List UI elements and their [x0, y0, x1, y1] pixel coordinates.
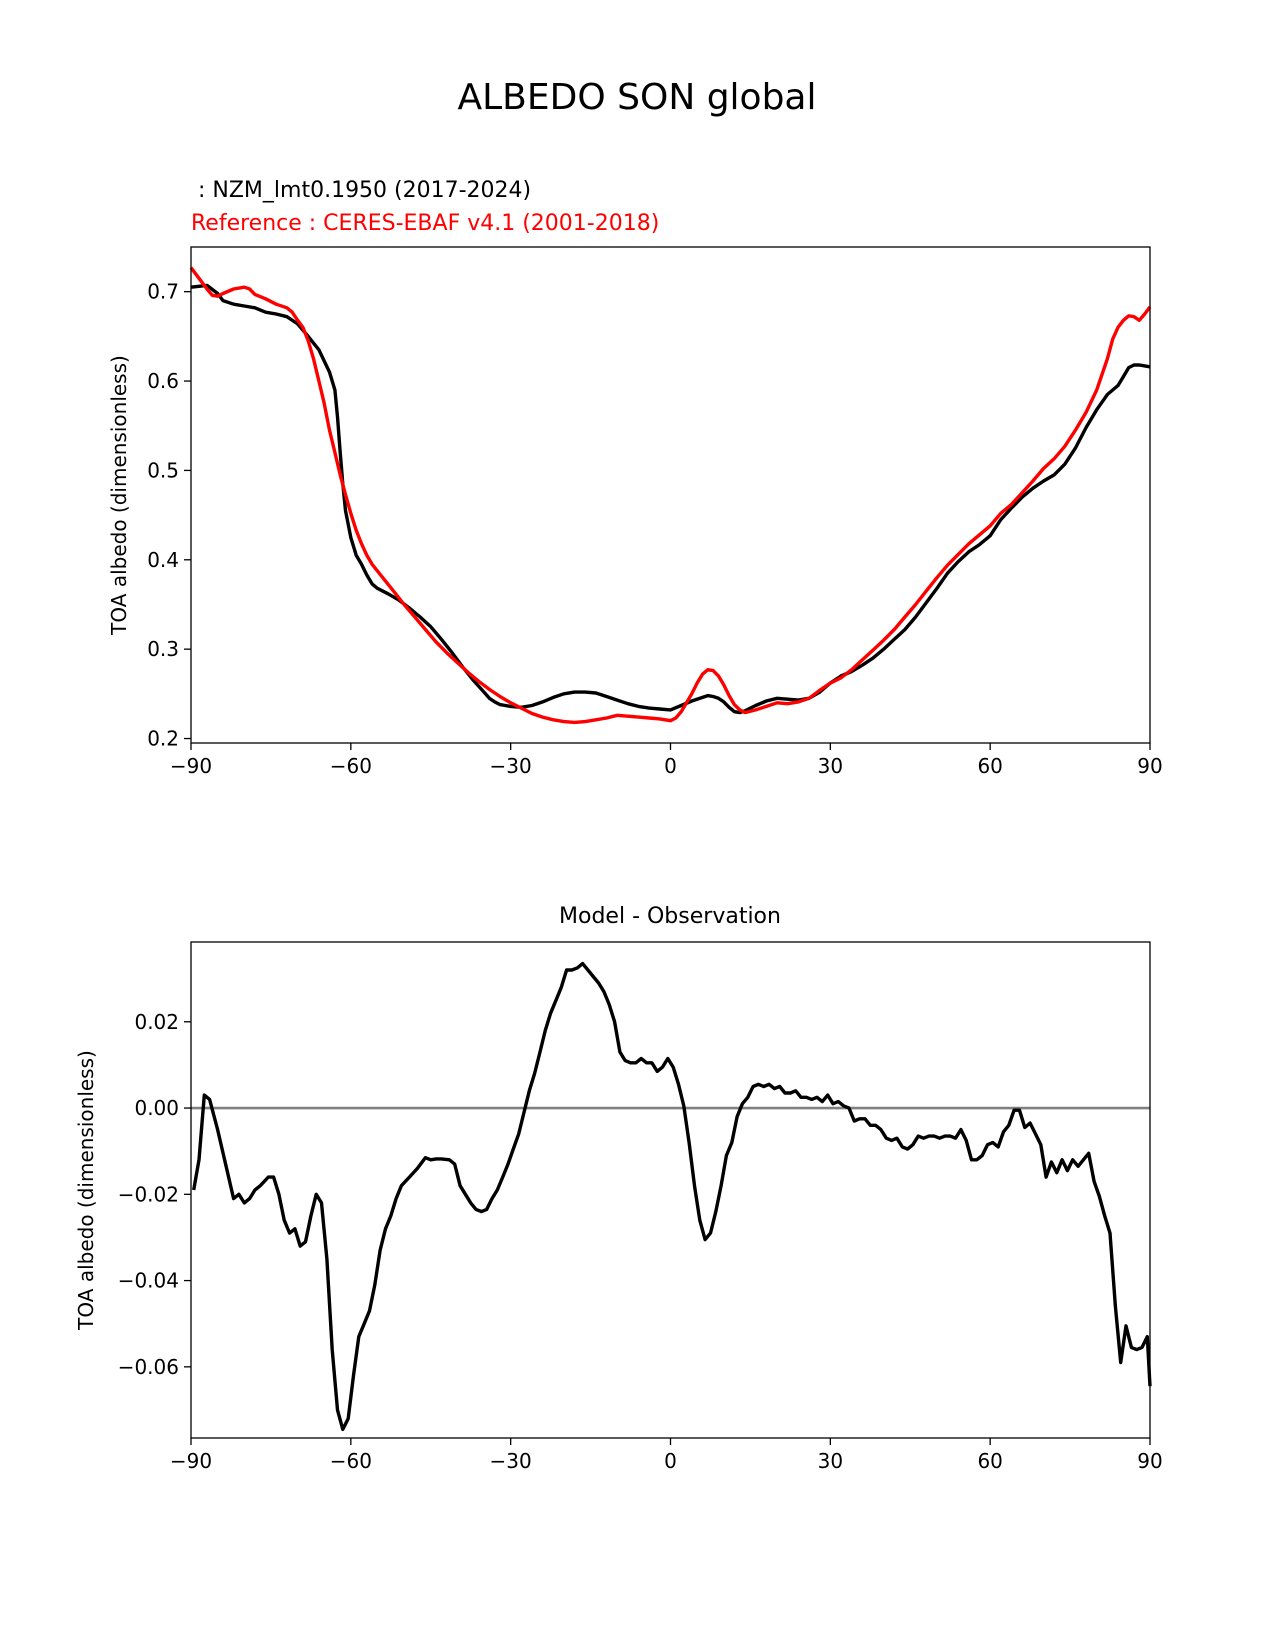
top-y-tick-label: 0.4 — [147, 548, 179, 572]
top-y-tick-label: 0.7 — [147, 280, 179, 304]
top-axes-frame — [190, 246, 1151, 744]
top-x-tick-label: −60 — [330, 754, 372, 778]
bottom-axes-frame — [190, 941, 1151, 1439]
difference-title: Model - Observation — [559, 904, 781, 929]
top-x-tick-label: −30 — [490, 754, 532, 778]
bottom-y-axis-label: TOA albedo (dimensionless) — [74, 1050, 98, 1331]
top-x-tick-label: 30 — [818, 754, 843, 778]
bottom-series-line-0 — [192, 961, 1152, 1432]
bottom-x-tick-label: 0 — [664, 1449, 677, 1473]
bottom-series — [191, 961, 1152, 1432]
top-series — [189, 266, 1152, 725]
figure-title: ALBEDO SON global — [458, 77, 817, 118]
top-x-tick-label: 90 — [1137, 754, 1162, 778]
bottom-x-tick-label: 30 — [818, 1449, 843, 1473]
top-y-tick-label: 0.3 — [147, 637, 179, 661]
bottom-axes-ticks: −90 −60 −30 0 30 60 90 −0.06 −0.04 −0.02 0.00 0.02 — [118, 1010, 1163, 1473]
top-y-axis-label: TOA albedo (dimensionless) — [107, 355, 131, 636]
reference-subtitle: Reference : CERES-EBAF v4.1 (2001-2018) — [191, 211, 659, 236]
model-subtitle: : NZM_lmt0.1950 (2017-2024) — [191, 178, 531, 203]
bottom-y-tick-label: −0.06 — [118, 1355, 179, 1379]
top-y-tick-label: 0.6 — [147, 369, 179, 393]
bottom-x-tick-label: −30 — [490, 1449, 532, 1473]
bottom-y-tick-label: 0.00 — [134, 1096, 179, 1120]
top-series-line-1 — [189, 266, 1152, 725]
bottom-x-tick-label: −90 — [170, 1449, 212, 1473]
bottom-x-tick-label: −60 — [330, 1449, 372, 1473]
top-x-tick-label: 60 — [977, 754, 1002, 778]
bottom-y-tick-label: −0.04 — [118, 1269, 179, 1293]
albedo-profile-chart: : NZM_lmt0.1950 (2017-2024) Reference : … — [107, 178, 1163, 778]
bottom-x-tick-label: 90 — [1137, 1449, 1162, 1473]
top-x-tick-label: 0 — [664, 754, 677, 778]
top-y-tick-label: 0.5 — [147, 458, 179, 482]
difference-chart: Model - Observation −90 −60 −30 0 30 60 90 −0.0… — [74, 904, 1163, 1473]
top-series-line-0 — [190, 283, 1151, 715]
top-axes-ticks: −90 −60 −30 0 30 60 90 0.2 0.3 0.4 0.5 0.6 0.7 — [147, 280, 1163, 778]
bottom-x-tick-label: 60 — [977, 1449, 1002, 1473]
top-x-tick-label: −90 — [170, 754, 212, 778]
top-y-tick-label: 0.2 — [147, 727, 179, 751]
bottom-y-tick-label: 0.02 — [134, 1010, 179, 1034]
bottom-y-tick-label: −0.02 — [118, 1182, 179, 1206]
